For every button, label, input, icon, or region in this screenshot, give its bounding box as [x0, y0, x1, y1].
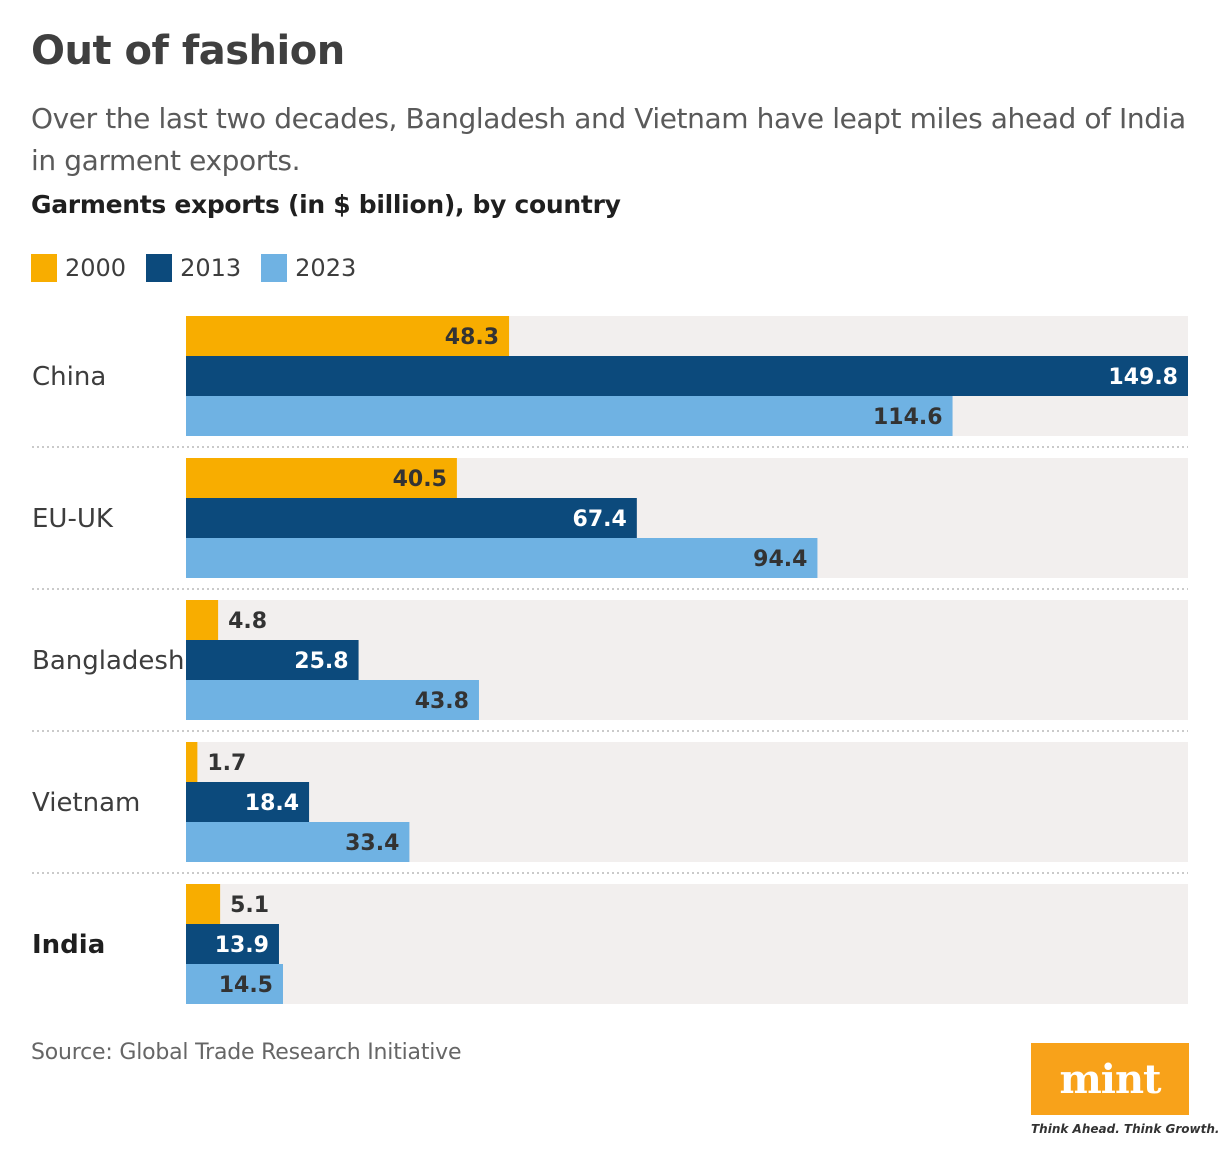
chart-heading: Garments exports (in $ billion), by coun…	[31, 190, 621, 219]
bar-china-2023	[186, 396, 953, 436]
data-label-china-2000: 48.3	[445, 325, 499, 350]
bar-china-2013	[186, 356, 1188, 396]
bar-eu-uk-2023	[186, 538, 818, 578]
legend-item-2023: 2023	[261, 254, 356, 282]
bar-bangladesh-2000	[186, 600, 219, 640]
data-label-eu-uk-2023: 94.4	[753, 547, 807, 572]
legend-swatch-2000	[31, 254, 57, 282]
data-label-bangladesh-2023: 43.8	[415, 689, 469, 714]
source-note: Source: Global Trade Research Initiative	[31, 1040, 462, 1065]
data-label-china-2013: 149.8	[1108, 365, 1178, 390]
legend: 2000 2013 2023	[31, 254, 376, 282]
data-label-india-2000: 5.1	[230, 893, 269, 918]
category-label-india: India	[32, 930, 105, 960]
bar-eu-uk-2000	[186, 458, 457, 498]
category-label-china: China	[32, 362, 106, 392]
bar-vietnam-2000	[186, 742, 198, 782]
legend-label-2023: 2023	[295, 254, 357, 282]
bar-india-2000	[186, 884, 221, 924]
legend-item-2013: 2013	[146, 254, 241, 282]
mint-logo: mint	[1031, 1043, 1189, 1115]
legend-label-2013: 2013	[180, 254, 242, 282]
data-label-vietnam-2023: 33.4	[345, 831, 399, 856]
bar-india-2023	[186, 964, 283, 1004]
bar-china-2000	[186, 316, 510, 356]
chart-subtitle: Over the last two decades, Bangladesh an…	[31, 102, 1186, 177]
data-label-vietnam-2013: 18.4	[245, 791, 299, 816]
chart-title: Out of fashion	[31, 28, 345, 74]
legend-swatch-2013	[146, 254, 173, 282]
bar-vietnam-2023	[186, 822, 410, 862]
bar-eu-uk-2013	[186, 498, 637, 538]
bar-india-2013	[186, 924, 279, 964]
category-label-eu-uk: EU-UK	[32, 504, 114, 534]
legend-swatch-2023	[261, 254, 288, 282]
logo-tagline: Think Ahead. Think Growth.	[1031, 1122, 1220, 1136]
category-label-vietnam: Vietnam	[32, 788, 140, 818]
data-label-india-2023: 14.5	[219, 973, 273, 998]
bar-bangladesh-2013	[186, 640, 359, 680]
data-label-eu-uk-2013: 67.4	[573, 507, 627, 532]
bar-bangladesh-2023	[186, 680, 479, 720]
data-label-bangladesh-2013: 25.8	[294, 649, 348, 674]
track-india	[186, 884, 1188, 1004]
data-label-eu-uk-2000: 40.5	[393, 467, 447, 492]
bar-chart: China 48.3 149.8 114.6 EU-UK 40.5 67.4 94.4 Bang…	[32, 316, 1188, 1004]
data-label-india-2013: 13.9	[215, 933, 269, 958]
bar-vietnam-2013	[186, 782, 310, 822]
data-label-vietnam-2000: 1.7	[207, 751, 246, 776]
data-label-bangladesh-2000: 4.8	[228, 609, 267, 634]
logo-wordmark: mint	[1059, 1055, 1161, 1103]
legend-item-2000: 2000	[31, 254, 126, 282]
legend-label-2000: 2000	[65, 254, 127, 282]
data-label-china-2023: 114.6	[873, 405, 943, 430]
category-label-bangladesh: Bangladesh	[32, 646, 184, 676]
